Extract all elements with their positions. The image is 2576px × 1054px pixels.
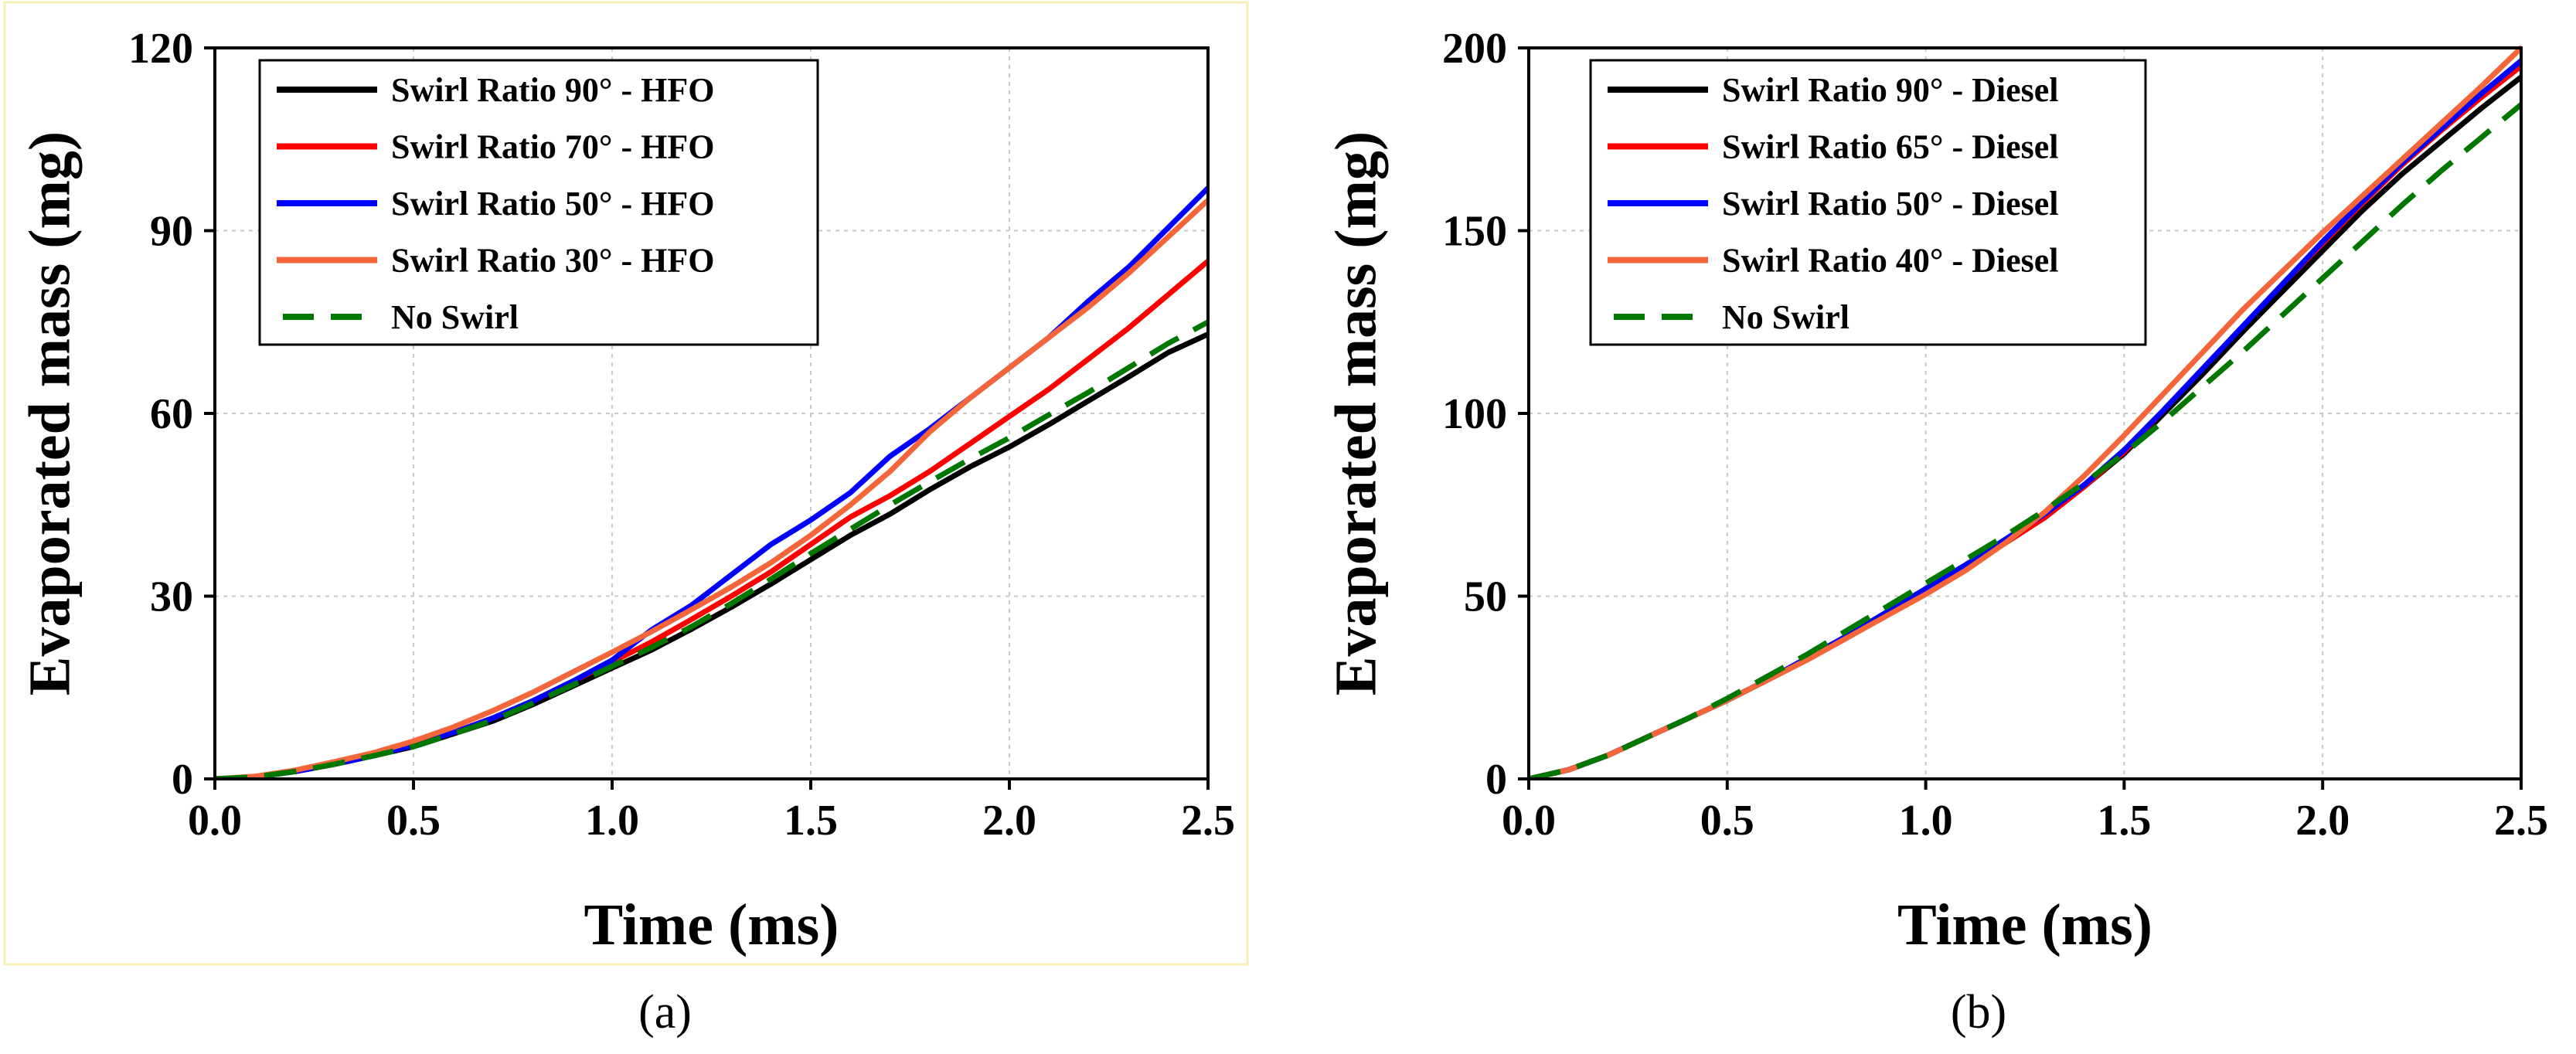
plot-frame [1527, 46, 2523, 780]
series-line-3 [215, 197, 1208, 779]
series-group [1529, 45, 2521, 779]
y-tick-label: 150 [1442, 208, 1507, 256]
x-tick-label: 2.0 [2295, 797, 2350, 845]
series-line-4 [1529, 102, 2521, 779]
legend: Swirl Ratio 90° - Diesel Swirl Ratio 65° … [1589, 59, 2147, 346]
legend-label: Swirl Ratio 50° - HFO [391, 185, 714, 223]
x-axis-title: Time (ms) [584, 892, 839, 957]
x-tick-label: 0.5 [1700, 797, 1754, 845]
panel-label: (a) [638, 986, 692, 1039]
series-line-4 [215, 319, 1208, 779]
legend-label: Swirl Ratio 70° - HFO [391, 128, 714, 166]
x-tick-label: 0.0 [188, 797, 242, 845]
chart-panel-a: 0.0 0.5 1.0 1.5 2.0 2.5 0 30 60 90 120 Time (ms) Eva… [17, 25, 1235, 1039]
y-tick-label: 0 [1485, 756, 1507, 804]
y-axis-title: Evaporated mass (mg) [17, 131, 82, 695]
x-tick-label: 2.5 [1181, 797, 1235, 845]
legend-label: Swirl Ratio 30° - HFO [391, 242, 714, 280]
x-tick-label: 1.0 [1899, 797, 1953, 845]
legend-label: No Swirl [391, 298, 519, 336]
panel-a-highlight-border [3, 1, 1249, 966]
legend-label: Swirl Ratio 40° - Diesel [1722, 242, 2059, 280]
y-tick-label: 100 [1442, 390, 1507, 438]
x-tick-label: 2.0 [982, 797, 1036, 845]
x-tick-label: 0.5 [386, 797, 441, 845]
y-tick-label: 60 [150, 390, 193, 438]
panel-label: (b) [1951, 986, 2006, 1039]
y-tick-label: 90 [150, 208, 193, 256]
x-tick-label: 0.0 [1502, 797, 1556, 845]
legend-label: Swirl Ratio 90° - Diesel [1722, 71, 2059, 109]
legend-label: Swirl Ratio 65° - Diesel [1722, 128, 2059, 166]
y-tick-label: 30 [150, 573, 193, 621]
y-tick-label: 200 [1442, 25, 1507, 73]
y-axis-title: Evaporated mass (mg) [1323, 131, 1388, 695]
x-tick-label: 1.5 [2097, 797, 2151, 845]
plot-frame [213, 46, 1210, 780]
y-tick-label: 50 [1464, 573, 1507, 621]
legend-label: Swirl Ratio 50° - Diesel [1722, 185, 2059, 223]
legend-label: Swirl Ratio 90° - HFO [391, 71, 714, 109]
legend: Swirl Ratio 90° - HFO Swirl Ratio 70° - H… [258, 59, 819, 346]
x-axis-title: Time (ms) [1897, 892, 2152, 957]
legend-label: No Swirl [1722, 298, 1849, 336]
x-tick-label: 1.0 [585, 797, 639, 845]
y-tick-label: 0 [172, 756, 193, 804]
x-tick-label: 2.5 [2494, 797, 2548, 845]
series-group [215, 185, 1208, 779]
x-tick-label: 1.5 [784, 797, 838, 845]
series-line-0 [215, 332, 1208, 779]
chart-panel-b: 0.0 0.5 1.0 1.5 2.0 2.5 0 50 100 150 200 Time (ms) E… [1323, 25, 2548, 1039]
y-tick-label: 120 [128, 25, 193, 73]
